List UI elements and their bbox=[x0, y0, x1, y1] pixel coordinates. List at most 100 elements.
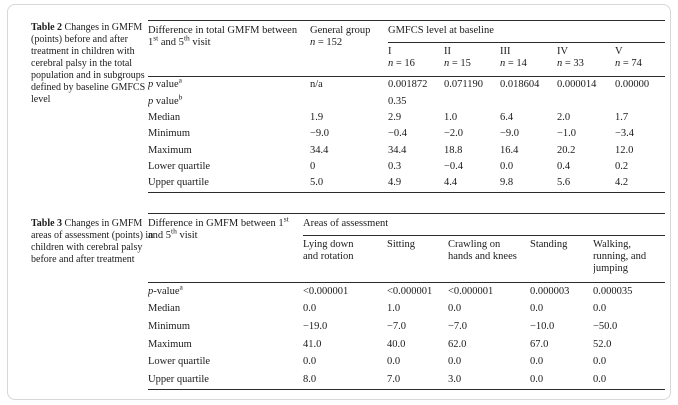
cell: 62.0 bbox=[448, 338, 467, 350]
page-card: Table 2 Changes in GMFM (points) before … bbox=[7, 4, 671, 400]
cell: −7.0 bbox=[387, 320, 407, 332]
cell: 9.8 bbox=[500, 177, 514, 189]
cell: 7.0 bbox=[387, 373, 401, 385]
cell: 4.4 bbox=[444, 177, 458, 189]
cell: −19.0 bbox=[303, 320, 328, 332]
cell: <0.000001 bbox=[303, 285, 349, 297]
cell: −0.4 bbox=[444, 161, 464, 173]
row-label: Median bbox=[148, 111, 181, 123]
cell: 0.0 bbox=[593, 356, 607, 368]
cell: 0.3 bbox=[388, 161, 402, 173]
table3-subcol-header: Lying down and rotation bbox=[303, 235, 387, 283]
table3-header-difference: Difference in GMFM between 1st and 5th v… bbox=[148, 213, 303, 283]
cell: 20.2 bbox=[557, 144, 576, 156]
table-row: Lower quartile 0 0.3 −0.4 0.0 0.4 0.2 bbox=[148, 159, 665, 175]
row-label: Upper quartile bbox=[148, 373, 209, 385]
cell: 8.0 bbox=[303, 373, 317, 385]
cell: <0.000001 bbox=[387, 285, 433, 297]
cell: −9.0 bbox=[500, 128, 520, 140]
table3-header-row-1: Difference in GMFM between 1st and 5th v… bbox=[148, 213, 666, 283]
table-row: p valuea n/a 0.001872 0.071190 0.018604 0.000… bbox=[148, 77, 665, 94]
row-label: Maximum bbox=[148, 338, 192, 350]
cell: 16.4 bbox=[500, 144, 519, 156]
table2-caption-text: Changes in GMFM (points) before and afte… bbox=[31, 22, 146, 105]
cell: 2.0 bbox=[557, 111, 571, 123]
table-row: Upper quartile 5.0 4.9 4.4 9.8 5.6 4.2 bbox=[148, 175, 665, 192]
cell: 12.0 bbox=[615, 144, 634, 156]
cell: 0.000014 bbox=[557, 79, 597, 91]
table3-header: Difference in GMFM between 1st and 5th v… bbox=[148, 213, 666, 283]
table-row: Lower quartile 0.0 0.0 0.0 0.0 0.0 bbox=[148, 353, 665, 371]
cell: 0 bbox=[310, 161, 316, 173]
table-row: Minimum −9.0 −0.4 −2.0 −9.0 −1.0 −3.4 bbox=[148, 126, 665, 142]
cell: 1.7 bbox=[615, 111, 629, 123]
cell: 34.4 bbox=[310, 144, 329, 156]
cell: 0.0 bbox=[593, 373, 607, 385]
cell: 0.4 bbox=[557, 161, 571, 173]
cell: 5.6 bbox=[557, 177, 571, 189]
cell: 0.0 bbox=[530, 303, 544, 315]
cell: 0.071190 bbox=[444, 79, 483, 91]
cell: 0.0 bbox=[448, 303, 462, 315]
table2-header-difference: Difference in total GMFM between 1st and… bbox=[148, 20, 310, 77]
row-label: Lower quartile bbox=[148, 161, 211, 173]
row-label: p valuea bbox=[148, 76, 182, 91]
table2-subcol-header: IV n = 33 bbox=[557, 42, 615, 77]
cell: 4.9 bbox=[388, 177, 402, 189]
row-label: Minimum bbox=[148, 128, 191, 140]
cell: 5.0 bbox=[310, 177, 324, 189]
table3-body: p-valuea <0.000001 <0.000001 <0.000001 0.000… bbox=[148, 283, 665, 390]
table3-subcol-header: Sitting bbox=[387, 235, 448, 283]
table-row: p valueb 0.35 bbox=[148, 93, 665, 109]
table-row: Median 0.0 1.0 0.0 0.0 0.0 bbox=[148, 301, 665, 319]
cell: 0.0 bbox=[530, 356, 544, 368]
cell: −50.0 bbox=[593, 320, 618, 332]
cell: 0.0 bbox=[500, 161, 514, 173]
cell: −7.0 bbox=[448, 320, 468, 332]
table-row: Minimum −19.0 −7.0 −7.0 −10.0 −50.0 bbox=[148, 318, 665, 336]
row-label: Minimum bbox=[148, 320, 191, 332]
table3-subcol-header: Standing bbox=[530, 235, 593, 283]
cell: 0.2 bbox=[615, 161, 629, 173]
cell: 0.00000 bbox=[615, 79, 650, 91]
table2-caption: Table 2 Changes in GMFM (points) before … bbox=[31, 22, 155, 106]
table2-header: Difference in total GMFM between 1st and… bbox=[148, 20, 666, 77]
table-row: Upper quartile 8.0 7.0 3.0 0.0 0.0 bbox=[148, 371, 665, 389]
cell: −1.0 bbox=[557, 128, 577, 140]
cell: 1.9 bbox=[310, 111, 324, 123]
cell: 0.0 bbox=[387, 356, 401, 368]
table3-subcol-header: Crawling on hands and knees bbox=[448, 235, 530, 283]
table3-caption-text: Changes in GMFM areas of assessment (poi… bbox=[31, 218, 154, 265]
cell: 6.4 bbox=[500, 111, 514, 123]
cell: 67.0 bbox=[530, 338, 549, 350]
cell: 41.0 bbox=[303, 338, 322, 350]
cell bbox=[500, 93, 557, 109]
table-row: Maximum 41.0 40.0 62.0 67.0 52.0 bbox=[148, 336, 665, 354]
cell: 0.0 bbox=[448, 356, 462, 368]
row-label: Upper quartile bbox=[148, 177, 209, 189]
cell: 52.0 bbox=[593, 338, 612, 350]
table3-caption-label: Table 3 bbox=[31, 218, 63, 229]
table3-header-row-2: Lying down and rotation Sitting Crawling on… bbox=[148, 235, 666, 283]
row-label: Lower quartile bbox=[148, 356, 211, 368]
table2-body: p valuea n/a 0.001872 0.071190 0.018604 0.000… bbox=[148, 77, 665, 193]
row-label: p-valuea bbox=[148, 282, 183, 297]
table-row: p-valuea <0.000001 <0.000001 <0.000001 0.000… bbox=[148, 283, 665, 301]
cell: −10.0 bbox=[530, 320, 555, 332]
cell: 0.0 bbox=[303, 356, 317, 368]
cell: 2.9 bbox=[388, 111, 402, 123]
table2-header-gmfcs-span: GMFCS level at baseline bbox=[388, 20, 666, 43]
cell: 3.0 bbox=[448, 373, 462, 385]
cell: 0.0 bbox=[530, 373, 544, 385]
cell: 0.000035 bbox=[593, 285, 633, 297]
cell: −3.4 bbox=[615, 128, 635, 140]
table3: Difference in GMFM between 1st and 5th v… bbox=[148, 213, 666, 390]
table2-caption-label: Table 2 bbox=[31, 22, 63, 33]
table2-subcol-header: II n = 15 bbox=[444, 42, 500, 77]
cell: 4.2 bbox=[615, 177, 629, 189]
table2: Difference in total GMFM between 1st and… bbox=[148, 20, 666, 193]
cell: <0.000001 bbox=[448, 285, 494, 297]
